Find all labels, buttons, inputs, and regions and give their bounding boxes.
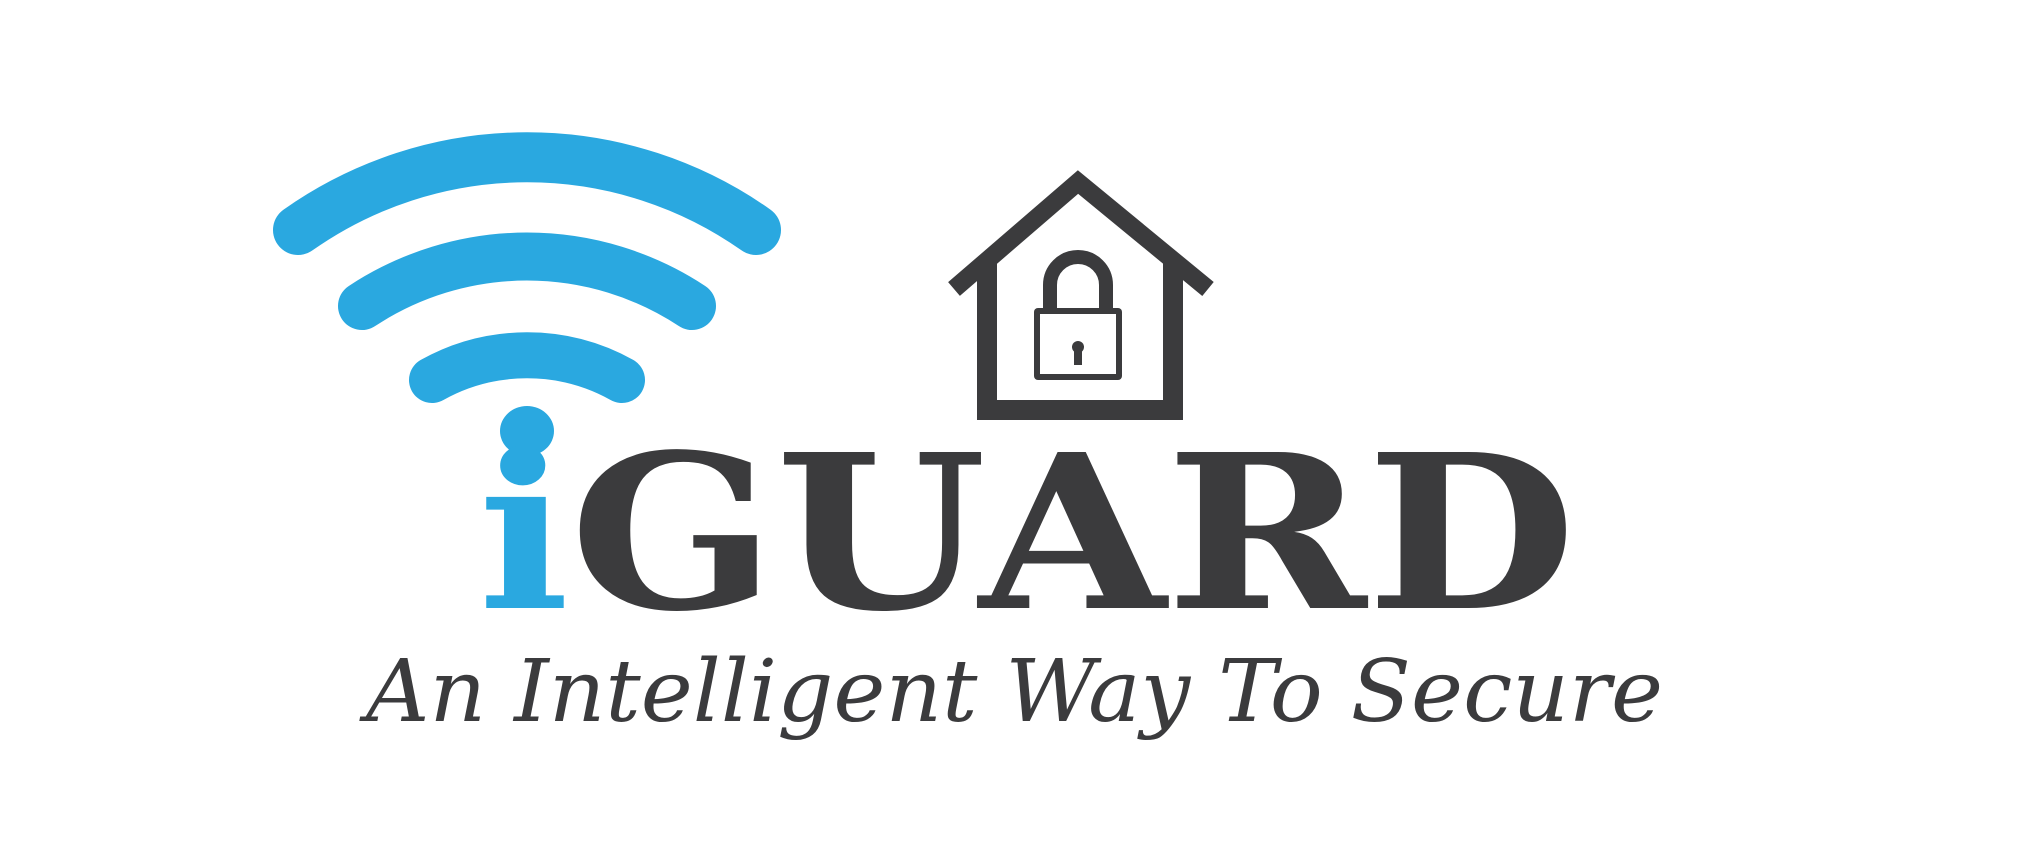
keyhole-slot xyxy=(1074,349,1082,365)
brand-main: GUARD xyxy=(570,408,1576,659)
padlock-shackle xyxy=(1043,250,1113,312)
brand-prefix: i xyxy=(478,408,570,659)
wifi-arc-outer xyxy=(273,132,781,255)
wifi-signal-icon xyxy=(273,132,781,403)
brand-wordmark: iGUARD xyxy=(478,408,1576,659)
tagline: An Intelligent Way To Secure xyxy=(359,642,1663,742)
wifi-arc-inner xyxy=(409,332,645,403)
wifi-arc-middle xyxy=(338,232,716,330)
wifi-dot-icon xyxy=(500,406,554,456)
house-walls xyxy=(977,258,1183,420)
house-roof xyxy=(948,170,1214,296)
house-lock-icon xyxy=(948,170,1214,420)
